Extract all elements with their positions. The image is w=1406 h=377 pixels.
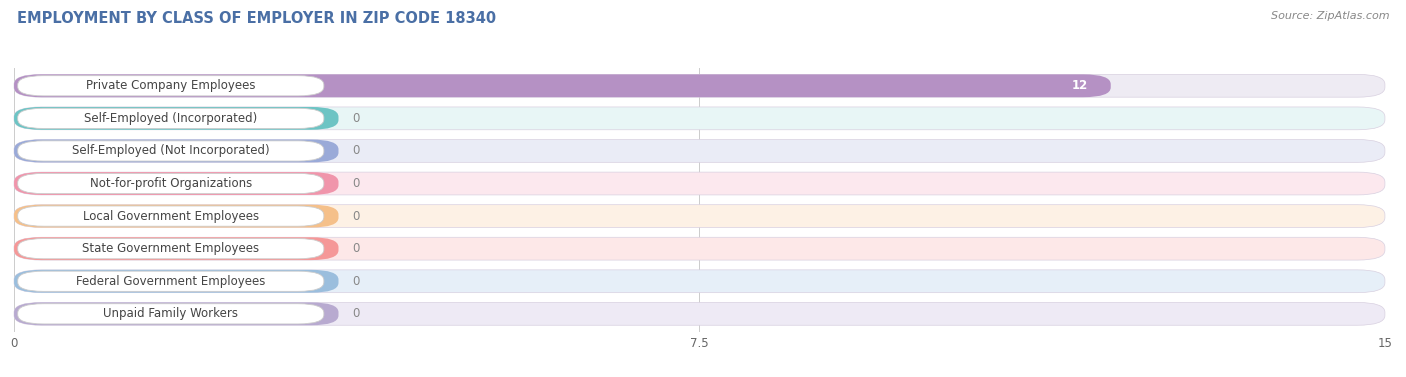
FancyBboxPatch shape (18, 271, 323, 291)
FancyBboxPatch shape (18, 239, 323, 259)
Text: State Government Employees: State Government Employees (82, 242, 259, 255)
FancyBboxPatch shape (18, 108, 323, 129)
FancyBboxPatch shape (14, 139, 339, 162)
FancyBboxPatch shape (14, 172, 1385, 195)
Text: Private Company Employees: Private Company Employees (86, 79, 256, 92)
FancyBboxPatch shape (14, 139, 1385, 162)
FancyBboxPatch shape (14, 172, 339, 195)
Text: 12: 12 (1071, 79, 1088, 92)
FancyBboxPatch shape (14, 302, 1385, 325)
Text: Self-Employed (Not Incorporated): Self-Employed (Not Incorporated) (72, 144, 270, 158)
Text: EMPLOYMENT BY CLASS OF EMPLOYER IN ZIP CODE 18340: EMPLOYMENT BY CLASS OF EMPLOYER IN ZIP C… (17, 11, 496, 26)
FancyBboxPatch shape (18, 76, 323, 96)
FancyBboxPatch shape (14, 237, 1385, 260)
Text: Local Government Employees: Local Government Employees (83, 210, 259, 222)
FancyBboxPatch shape (14, 270, 339, 293)
FancyBboxPatch shape (14, 270, 1385, 293)
Text: Federal Government Employees: Federal Government Employees (76, 275, 266, 288)
FancyBboxPatch shape (18, 173, 323, 194)
Text: 0: 0 (353, 177, 360, 190)
FancyBboxPatch shape (18, 206, 323, 226)
Text: 0: 0 (353, 210, 360, 222)
Text: Not-for-profit Organizations: Not-for-profit Organizations (90, 177, 252, 190)
Text: Unpaid Family Workers: Unpaid Family Workers (103, 307, 238, 320)
FancyBboxPatch shape (14, 107, 339, 130)
Text: 0: 0 (353, 307, 360, 320)
FancyBboxPatch shape (14, 237, 339, 260)
FancyBboxPatch shape (18, 141, 323, 161)
Text: 0: 0 (353, 275, 360, 288)
FancyBboxPatch shape (14, 74, 1111, 97)
FancyBboxPatch shape (14, 107, 1385, 130)
Text: 0: 0 (353, 242, 360, 255)
Text: Source: ZipAtlas.com: Source: ZipAtlas.com (1271, 11, 1389, 21)
Text: 0: 0 (353, 144, 360, 158)
FancyBboxPatch shape (14, 302, 339, 325)
FancyBboxPatch shape (14, 205, 339, 227)
FancyBboxPatch shape (14, 205, 1385, 227)
FancyBboxPatch shape (18, 304, 323, 324)
Text: 0: 0 (353, 112, 360, 125)
Text: Self-Employed (Incorporated): Self-Employed (Incorporated) (84, 112, 257, 125)
FancyBboxPatch shape (14, 74, 1385, 97)
